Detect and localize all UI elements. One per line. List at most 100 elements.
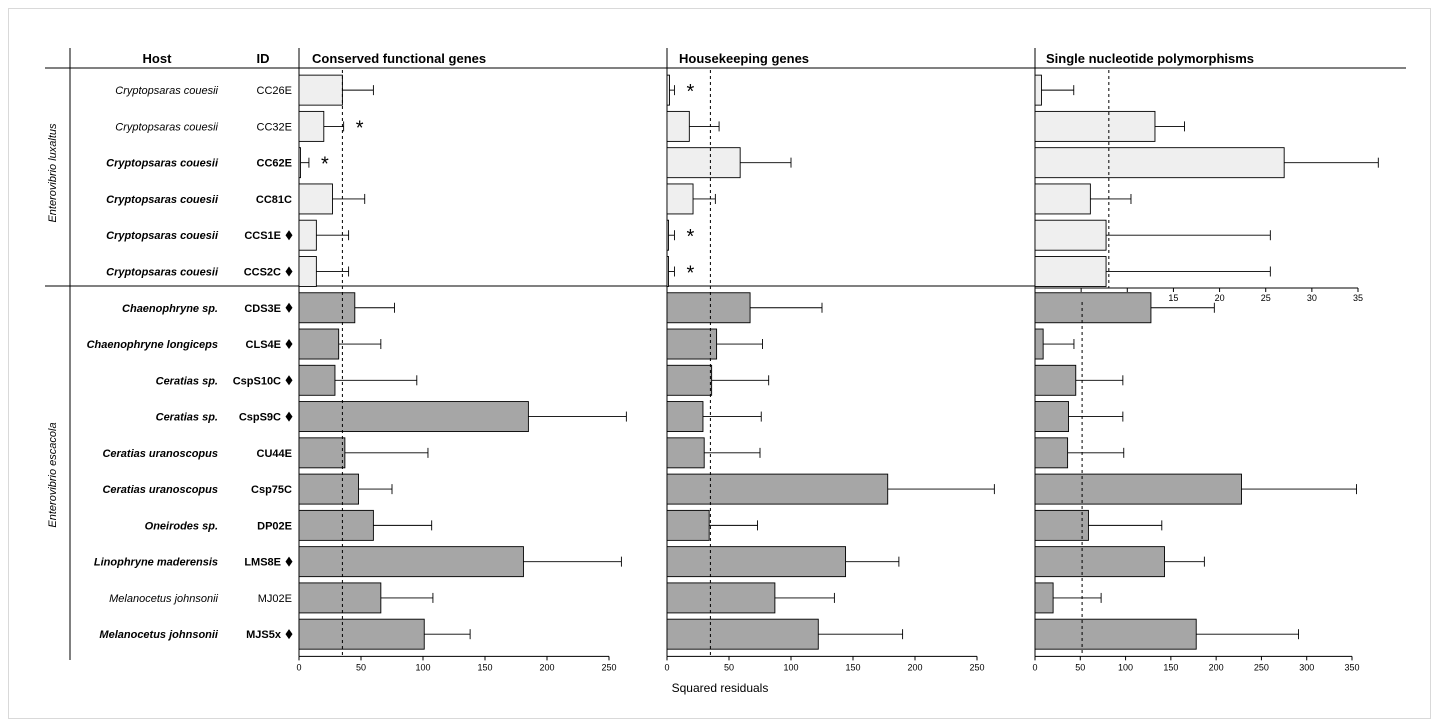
data-bar [1034,401,1069,433]
strain-id-label: CC32E [257,121,292,133]
panel-title-housekeeping: Housekeeping genes [679,51,809,66]
strain-id-label: LMS8E [244,557,281,569]
strain-id-label: CC81C [256,194,292,206]
data-bar [1034,219,1107,251]
data-bar [298,437,346,469]
table-lines [45,48,1406,660]
data-bar [298,364,336,396]
strain-id-label: CLS4E [246,339,281,351]
x-tick-label: 350 [1344,662,1359,672]
host-label: Linophryne maderensis [94,557,218,569]
data-bar [298,147,301,179]
x-tick-label: 200 [1209,662,1224,672]
strain-id-label: CspS10C [233,375,281,387]
data-bar [666,473,889,505]
data-bar [1034,582,1054,614]
data-bar [298,509,374,541]
x-tick-label: 50 [356,662,366,672]
data-bar [1034,473,1242,505]
data-bar [1034,546,1165,578]
data-bar [666,618,819,650]
data-bar [1034,437,1069,469]
panel-2: * * * 0 50 100 150 200 250 [664,48,995,672]
host-label: Ceratias uranoscopus [102,448,218,460]
x-tick-label: 200 [907,662,922,672]
host-label: Cryptopsaras couesii [106,194,219,206]
data-bar [298,110,325,142]
host-label: Cryptopsaras couesii [106,158,219,170]
x-tick-label: 150 [477,662,492,672]
data-bar [298,183,333,215]
diamond-marker [285,266,293,277]
strain-id-label: CU44E [257,448,292,460]
x-tick-label: 250 [601,662,616,672]
data-bar [666,292,751,324]
host-label: Cryptopsaras couesii [115,121,218,133]
panel-title-conserved: Conserved functional genes [312,51,486,66]
strain-id-label: CCS2C [244,266,281,278]
strain-id-label: MJ02E [258,593,292,605]
x-tick-label: 100 [783,662,798,672]
data-bar [298,256,317,287]
host-label: Chaenophryne sp. [122,303,218,315]
data-bar [298,328,340,360]
data-bar [1034,509,1089,541]
significance-star: * [687,262,695,284]
data-bar [1034,618,1197,650]
data-bar [1034,74,1042,106]
x-tick-label: 0 [664,662,669,672]
data-bar [666,582,776,614]
x-tick-label: 250 [1254,662,1269,672]
data-bar [666,437,705,469]
data-bar [666,183,694,215]
host-label: Oneirodes sp. [145,520,218,532]
significance-star: * [356,117,364,139]
x-tick-label: 50 [1075,662,1085,672]
strain-id-label: Csp75C [251,484,292,496]
host-label: Chaenophryne longiceps [87,339,218,351]
host-label: Ceratias uranoscopus [102,484,218,496]
group-label-luxaltus: Enterovibrio luxaltus [47,123,59,223]
data-bar [666,364,713,396]
strain-id-label: DP02E [257,520,292,532]
data-bar [666,256,669,287]
x-tick-label: 30 [1307,293,1317,303]
data-bar [298,473,359,505]
data-bar [666,74,670,106]
host-label: Cryptopsaras couesii [115,85,218,97]
data-bar [298,546,524,578]
x-tick-label: 250 [969,662,984,672]
header-id: ID [257,51,270,66]
x-tick-label: 15 [1168,293,1178,303]
data-bar [666,401,704,433]
strain-id-label: CCS1E [244,230,281,242]
x-tick-label: 50 [724,662,734,672]
host-label: Melanocetus johnsonii [99,629,219,641]
x-tick-label: 150 [1163,662,1178,672]
strain-id-label: MJS5x [246,629,282,641]
x-tick-label: 100 [415,662,430,672]
diamond-marker [285,411,293,422]
diamond-marker [285,302,293,313]
data-bar [666,509,710,541]
x-tick-label: 0 [1032,662,1037,672]
data-bar [1034,147,1285,179]
x-tick-label: 150 [845,662,860,672]
panel-title-snp: Single nucleotide polymorphisms [1046,51,1254,66]
x-tick-label: 20 [1215,293,1225,303]
data-bar [666,546,847,578]
data-bar [1034,292,1152,324]
strain-id-label: CC62E [257,158,292,170]
panel-1: * * 0 50 100 150 200 250 [296,48,627,672]
group-label-escacola: Enterovibrio escacola [47,422,59,527]
significance-star: * [687,81,695,103]
panel-3: 5101520253035050100150200250300350 [1032,48,1379,672]
host-label: Cryptopsaras couesii [106,266,219,278]
host-label: Cryptopsaras couesii [106,230,219,242]
data-bar [1034,256,1107,287]
host-label: Ceratias sp. [156,412,218,424]
data-bar [666,147,741,179]
diamond-marker [285,629,293,640]
x-tick-label: 35 [1353,293,1363,303]
